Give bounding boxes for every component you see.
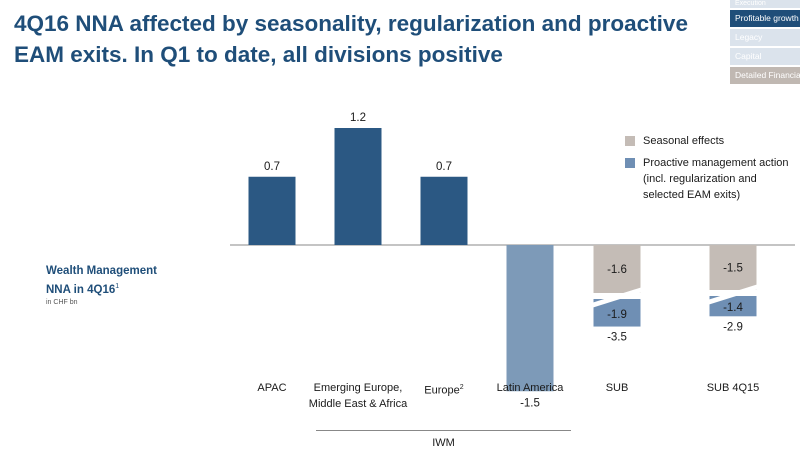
seasonal-label-4: -1.6 [607, 264, 627, 276]
legend-swatch-seasonal [625, 136, 635, 146]
value-label-3: -1.5 [520, 397, 540, 409]
bar-seasonal-5 [709, 245, 757, 290]
page-title: 4Q16 NNA affected by seasonality, regula… [14, 11, 688, 67]
break-marker-5 [707, 284, 759, 305]
value-label-1: 1.2 [350, 112, 366, 124]
bar-0 [248, 176, 296, 245]
y-label-line1: Wealth Management [46, 265, 157, 277]
y-axis-label: Wealth Management NNA in 4Q161 in CHF bn [46, 264, 226, 308]
proactive-label-5: -1.4 [723, 302, 743, 314]
legend-label-seasonal: Seasonal effects [643, 135, 725, 147]
nav-item-legacy[interactable]: Legacy [730, 29, 800, 46]
value-label-5: -2.9 [723, 321, 743, 333]
legend-item-proactive: Proactive management action (incl. regul… [625, 155, 795, 203]
legend: Seasonal effects Proactive management ac… [625, 133, 795, 209]
bar-seasonal-4 [593, 245, 641, 293]
y-label-line2: NNA in 4Q16 [46, 283, 116, 296]
legend-item-seasonal: Seasonal effects [625, 133, 795, 149]
proactive-label-4: -1.9 [607, 309, 627, 321]
break-marker-4 [591, 287, 643, 308]
nav-item-execution[interactable]: Execution [730, 0, 800, 8]
value-label-0: 0.7 [264, 161, 280, 173]
nav-item-detailed-financials[interactable]: Detailed Financials [730, 67, 800, 84]
bar-3 [506, 245, 554, 392]
legend-label-proactive: Proactive management action (incl. regul… [643, 157, 789, 201]
europe-footnote: 2 [459, 384, 464, 391]
category-label-apac: APAC [257, 382, 287, 394]
category-label-sub: SUB [605, 382, 629, 394]
iwm-bracket-line [316, 430, 571, 431]
y-label-unit: in CHF bn [46, 298, 78, 306]
y-label-footnote: 1 [115, 283, 120, 290]
bar-2 [420, 176, 468, 245]
category-label-sub-4q15: SUB 4Q15 [706, 382, 760, 394]
iwm-group-label: IWM [432, 437, 455, 449]
bar-1 [334, 128, 382, 245]
seasonal-label-5: -1.5 [723, 263, 743, 275]
legend-swatch-proactive [625, 158, 635, 168]
value-label-4: -3.5 [607, 332, 627, 344]
category-label-latin-america: Latin America [496, 382, 564, 394]
bar-proactive-5 [709, 296, 757, 317]
section-nav: Execution Profitable growth Legacy Capit… [730, 0, 800, 86]
category-label-emerging-europe: Emerging Europe, Middle East & Africa [308, 382, 408, 410]
nav-item-capital[interactable]: Capital [730, 48, 800, 65]
nav-item-profitable-growth[interactable]: Profitable growth [730, 10, 800, 27]
category-label-europe: Europe2 [424, 384, 464, 397]
value-label-2: 0.7 [436, 161, 452, 173]
